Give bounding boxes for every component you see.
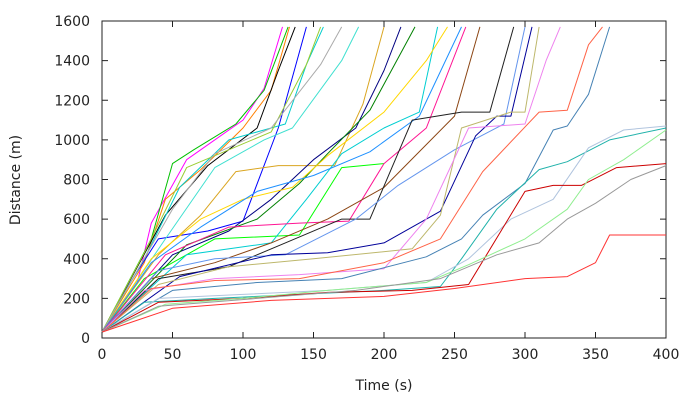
x-tick-label: 50	[164, 347, 182, 363]
y-tick-label: 400	[63, 252, 90, 268]
y-tick-label: 1600	[54, 14, 90, 30]
series-line-7	[101, 26, 322, 333]
series-line-17	[101, 26, 467, 333]
series-line-14	[101, 26, 439, 333]
series-line-25	[101, 26, 611, 333]
series-line-30	[101, 165, 667, 333]
series-line-13	[101, 26, 416, 333]
series-line-20	[101, 26, 526, 333]
x-tick-label: 350	[582, 347, 609, 363]
x-tick-label: 300	[512, 347, 539, 363]
series-line-24	[101, 26, 603, 333]
y-axis-title: Distance (m)	[8, 135, 24, 225]
x-tick-label: 100	[230, 347, 257, 363]
series-line-28	[101, 163, 667, 333]
y-tick-label: 1400	[54, 54, 90, 70]
series-line-9	[101, 26, 360, 333]
y-tick-label: 1000	[54, 133, 90, 149]
y-tick-label: 200	[63, 291, 90, 307]
series-group	[101, 26, 667, 333]
y-tick-label: 600	[63, 212, 90, 228]
x-tick-label: 150	[300, 347, 327, 363]
y-tick-label: 0	[81, 331, 90, 347]
series-line-8	[101, 26, 343, 333]
series-line-27	[101, 125, 667, 333]
x-tick-label: 400	[653, 347, 680, 363]
x-tick-label: 200	[371, 347, 398, 363]
x-tick-label: 0	[98, 347, 107, 363]
series-line-5	[101, 26, 296, 333]
series-line-18	[101, 26, 481, 333]
x-tick-label: 250	[441, 347, 468, 363]
x-axis-title: Time (s)	[355, 378, 413, 394]
axis-ticks: 0 50 100 150 200 250 300 350 400 0 200 400 600 800 100…	[54, 14, 679, 363]
series-line-22	[101, 26, 540, 333]
series-line-11	[101, 163, 385, 333]
y-tick-label: 1200	[54, 93, 90, 109]
y-tick-label: 800	[63, 173, 90, 189]
series-line-31	[101, 234, 666, 333]
series-line-29	[101, 129, 667, 333]
series-line-21	[101, 26, 533, 333]
series-line-10	[101, 26, 385, 333]
series-line-12	[101, 26, 402, 333]
series-line-15	[101, 26, 448, 333]
